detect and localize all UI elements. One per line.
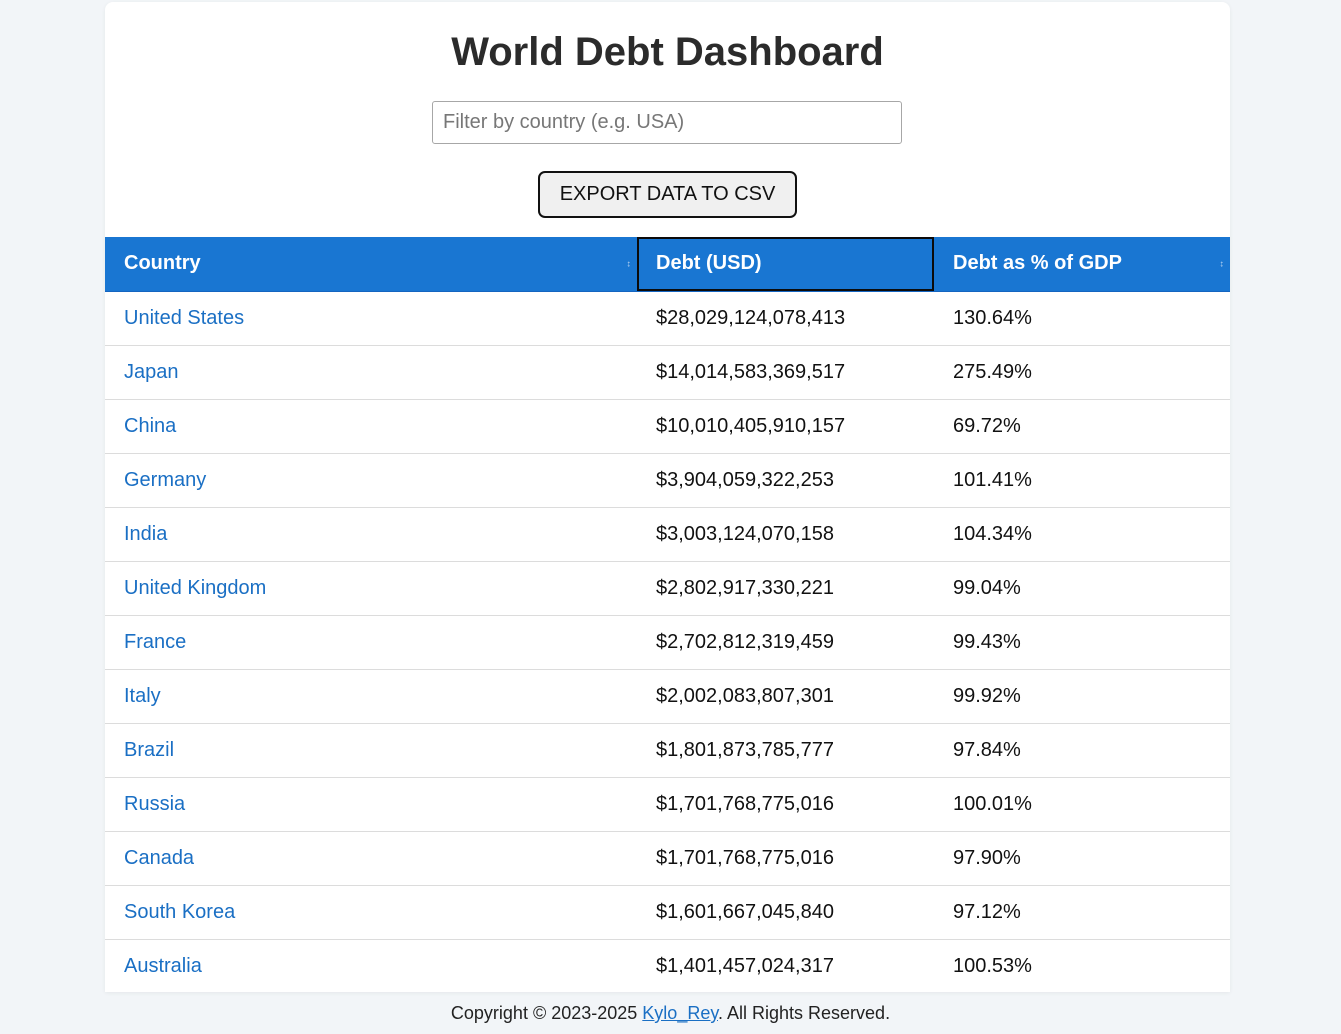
country-cell: Russia bbox=[105, 777, 637, 832]
table-body: United States $28,029,124,078,413 130.64% J… bbox=[105, 291, 1230, 992]
table-row: India $3,003,124,070,158 104.34% bbox=[105, 507, 1230, 562]
debt-cell: $2,002,083,807,301 bbox=[637, 669, 934, 724]
debt-cell: $1,801,873,785,777 bbox=[637, 723, 934, 778]
country-link[interactable]: Japan bbox=[124, 360, 179, 383]
debt-column-header[interactable]: Debt (USD) bbox=[637, 237, 934, 292]
table-row: United States $28,029,124,078,413 130.64% bbox=[105, 291, 1230, 346]
footer-rights-suffix: . All Rights Reserved. bbox=[718, 1003, 891, 1023]
debt-cell: $2,702,812,319,459 bbox=[637, 615, 934, 670]
gdp-percent-cell: 97.90% bbox=[934, 831, 1230, 886]
gdp-percent-cell: 275.49% bbox=[934, 345, 1230, 400]
debt-cell: $1,401,457,024,317 bbox=[637, 939, 934, 992]
debt-header-label: Debt (USD) bbox=[656, 252, 762, 275]
table-row: South Korea $1,601,667,045,840 97.12% bbox=[105, 885, 1230, 940]
table-row: Australia $1,401,457,024,317 100.53% bbox=[105, 939, 1230, 992]
gdp-header-label: Debt as % of GDP bbox=[953, 252, 1122, 275]
table-row: Russia $1,701,768,775,016 100.01% bbox=[105, 777, 1230, 832]
country-cell: United Kingdom bbox=[105, 561, 637, 616]
country-link[interactable]: Australia bbox=[124, 954, 202, 977]
country-cell: South Korea bbox=[105, 885, 637, 940]
table-row: China $10,010,405,910,157 69.72% bbox=[105, 399, 1230, 454]
country-cell: Germany bbox=[105, 453, 637, 508]
table-row: Canada $1,701,768,775,016 97.90% bbox=[105, 831, 1230, 886]
debt-cell: $10,010,405,910,157 bbox=[637, 399, 934, 454]
country-cell: Italy bbox=[105, 669, 637, 724]
sort-icon: ↕ bbox=[1219, 258, 1225, 269]
debt-cell: $3,904,059,322,253 bbox=[637, 453, 934, 508]
debt-cell: $1,701,768,775,016 bbox=[637, 831, 934, 886]
country-header-label: Country bbox=[124, 252, 201, 275]
country-link[interactable]: Germany bbox=[124, 468, 207, 491]
gdp-percent-cell: 69.72% bbox=[934, 399, 1230, 454]
gdp-column-header[interactable]: Debt as % of GDP ↕ bbox=[934, 237, 1230, 292]
country-cell: Australia bbox=[105, 939, 637, 992]
country-cell: France bbox=[105, 615, 637, 670]
footer: Copyright © 2023-2025 Kylo_Rey. All Righ… bbox=[0, 1003, 1341, 1024]
footer-copyright-prefix: Copyright © 2023-2025 bbox=[450, 1003, 643, 1023]
table-row: Germany $3,904,059,322,253 101.41% bbox=[105, 453, 1230, 508]
country-cell: Brazil bbox=[105, 723, 637, 778]
export-csv-button[interactable]: EXPORT DATA TO CSV bbox=[538, 171, 797, 218]
table-row: United Kingdom $2,802,917,330,221 99.04% bbox=[105, 561, 1230, 616]
debt-cell: $28,029,124,078,413 bbox=[637, 291, 934, 346]
table-row: Italy $2,002,083,807,301 99.92% bbox=[105, 669, 1230, 724]
country-cell: United States bbox=[105, 291, 637, 346]
country-cell: Canada bbox=[105, 831, 637, 886]
debt-cell: $14,014,583,369,517 bbox=[637, 345, 934, 400]
debt-cell: $1,601,667,045,840 bbox=[637, 885, 934, 940]
country-filter-input[interactable] bbox=[432, 101, 902, 144]
country-link[interactable]: United States bbox=[124, 306, 245, 329]
gdp-percent-cell: 97.12% bbox=[934, 885, 1230, 940]
table-row: Brazil $1,801,873,785,777 97.84% bbox=[105, 723, 1230, 778]
table-row: France $2,702,812,319,459 99.43% bbox=[105, 615, 1230, 670]
country-link[interactable]: Russia bbox=[124, 792, 186, 815]
gdp-percent-cell: 100.53% bbox=[934, 939, 1230, 992]
country-link[interactable]: Brazil bbox=[124, 738, 175, 761]
gdp-percent-cell: 104.34% bbox=[934, 507, 1230, 562]
country-link[interactable]: India bbox=[124, 522, 168, 545]
country-cell: India bbox=[105, 507, 637, 562]
sort-icon: ↕ bbox=[626, 258, 632, 269]
table-header-row: Country ↕ Debt (USD) Debt as % of GDP ↕ bbox=[105, 237, 1230, 292]
gdp-percent-cell: 97.84% bbox=[934, 723, 1230, 778]
gdp-percent-cell: 99.04% bbox=[934, 561, 1230, 616]
country-link[interactable]: France bbox=[124, 630, 187, 653]
country-link[interactable]: China bbox=[124, 414, 177, 437]
gdp-percent-cell: 101.41% bbox=[934, 453, 1230, 508]
dashboard-card: World Debt Dashboard EXPORT DATA TO CSV … bbox=[105, 2, 1230, 992]
gdp-percent-cell: 99.92% bbox=[934, 669, 1230, 724]
country-link[interactable]: Italy bbox=[124, 684, 161, 707]
country-cell: Japan bbox=[105, 345, 637, 400]
debt-cell: $1,701,768,775,016 bbox=[637, 777, 934, 832]
debt-table: Country ↕ Debt (USD) Debt as % of GDP ↕ … bbox=[105, 237, 1230, 992]
country-column-header[interactable]: Country ↕ bbox=[105, 237, 637, 292]
author-link[interactable]: Kylo_Rey bbox=[642, 1003, 718, 1023]
country-link[interactable]: South Korea bbox=[124, 900, 236, 923]
debt-cell: $2,802,917,330,221 bbox=[637, 561, 934, 616]
debt-cell: $3,003,124,070,158 bbox=[637, 507, 934, 562]
gdp-percent-cell: 99.43% bbox=[934, 615, 1230, 670]
table-row: Japan $14,014,583,369,517 275.49% bbox=[105, 345, 1230, 400]
gdp-percent-cell: 130.64% bbox=[934, 291, 1230, 346]
country-cell: China bbox=[105, 399, 637, 454]
gdp-percent-cell: 100.01% bbox=[934, 777, 1230, 832]
page-title: World Debt Dashboard bbox=[451, 30, 884, 74]
country-link[interactable]: Canada bbox=[124, 846, 195, 869]
country-link[interactable]: United Kingdom bbox=[124, 576, 267, 599]
